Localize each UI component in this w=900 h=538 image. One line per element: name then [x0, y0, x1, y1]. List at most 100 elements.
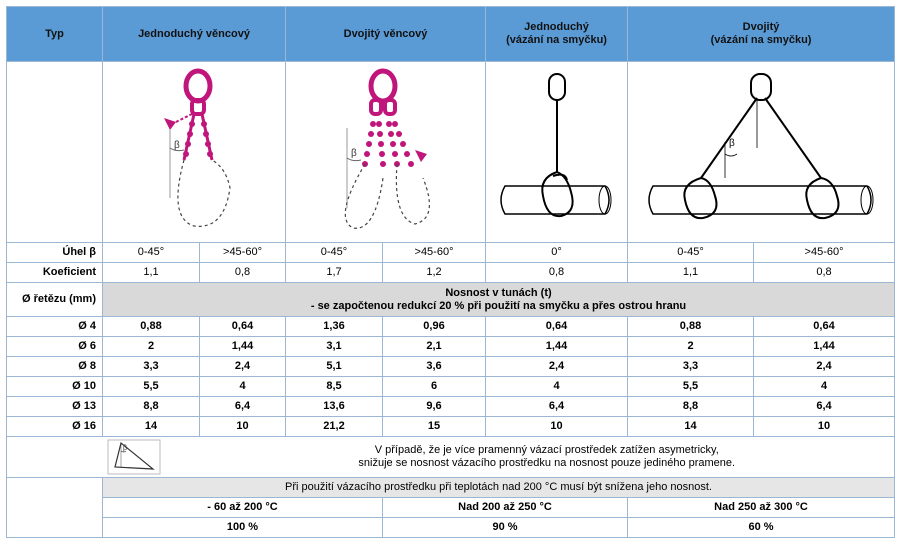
capacity-cell: 3,3 — [627, 356, 755, 377]
coefficient-label: Koeficient — [6, 262, 103, 283]
capacity-title-line2: - se započtenou redukcí 20 % při použití… — [310, 299, 687, 312]
beta-symbol-4: β — [123, 445, 127, 452]
capacity-cell: 0,64 — [753, 316, 896, 337]
header-single-loop-line1: Jednoduchý — [524, 21, 589, 33]
table-row: Ø 16 14 10 21,2 15 10 14 10 — [6, 416, 896, 437]
capacity-cell: 5,1 — [285, 356, 383, 377]
single-loop-sling-illustration — [494, 68, 619, 236]
capacity-cell: 8,8 — [627, 396, 755, 417]
temperature-range: - 60 až 200 °C — [102, 497, 383, 518]
asymmetric-note-row: β V případě, že je více pramenný vázací … — [6, 436, 896, 478]
coefficient-cell: 0,8 — [199, 262, 286, 283]
capacity-cell: 21,2 — [285, 416, 383, 437]
temperature-percent: 60 % — [627, 517, 896, 538]
temperature-range: Nad 200 až 250 °C — [381, 497, 629, 518]
capacity-cell: 9,6 — [381, 396, 487, 417]
capacity-cell: 2,1 — [381, 336, 487, 357]
diameter-label: Ø řetězu (mm) — [6, 282, 103, 317]
table-row: Ø 8 3,3 2,4 5,1 3,6 2,4 3,3 2,4 — [6, 356, 896, 377]
temperature-empty-cell — [6, 497, 103, 518]
diameter-cell: Ø 10 — [6, 376, 103, 397]
capacity-cell: 14 — [627, 416, 755, 437]
temperature-range: Nad 250 až 300 °C — [627, 497, 896, 518]
header-single-wreath: Jednoduchý věncový — [102, 6, 286, 62]
single-wreath-figure-cell: β — [102, 61, 286, 243]
header-typ: Typ — [6, 6, 103, 62]
diameter-cell: Ø 8 — [6, 356, 103, 377]
header-double-loop-line2: (vázání na smyčku) — [710, 34, 812, 46]
capacity-cell: 1,36 — [285, 316, 383, 337]
capacity-cell: 0,64 — [199, 316, 286, 337]
temperature-title-row: Při použití vázacího prostředku při tepl… — [6, 477, 896, 498]
header-single-loop: Jednoduchý (vázání na smyčku) — [485, 6, 629, 62]
capacity-cell: 3,3 — [102, 356, 200, 377]
capacity-cell: 4 — [199, 376, 286, 397]
capacity-cell: 14 — [102, 416, 200, 437]
temperature-percent-row: 100 % 90 % 60 % — [6, 517, 896, 538]
capacity-cell: 8,8 — [102, 396, 200, 417]
capacity-cell: 3,6 — [381, 356, 487, 377]
coefficient-cell: 0,8 — [753, 262, 896, 283]
capacity-cell: 1,44 — [199, 336, 286, 357]
capacity-cell: 0,88 — [627, 316, 755, 337]
capacity-cell: 5,5 — [102, 376, 200, 397]
table-row: Ø 6 2 1,44 3,1 2,1 1,44 2 1,44 — [6, 336, 896, 357]
double-wreath-figure-cell: β — [284, 61, 487, 243]
coefficient-cell: 1,1 — [627, 262, 755, 283]
header-single-loop-line2: (vázání na smyčku) — [506, 34, 607, 46]
diameter-cell: Ø 4 — [6, 316, 103, 337]
angle-cell: 0-45° — [102, 242, 200, 263]
diameter-cell: Ø 16 — [6, 416, 103, 437]
capacity-cell: 1,44 — [485, 336, 629, 357]
capacity-cell: 2,4 — [485, 356, 629, 377]
coefficient-cell: 1,1 — [102, 262, 200, 283]
beta-symbol: β — [174, 140, 180, 151]
header-double-wreath: Dvojitý věncový — [284, 6, 487, 62]
capacity-cell: 0,64 — [485, 316, 629, 337]
capacity-title-line1: Nosnost v tunách (t) — [445, 286, 552, 299]
temperature-ranges-row: - 60 až 200 °C Nad 200 až 250 °C Nad 250… — [6, 497, 896, 518]
capacity-cell: 6,4 — [485, 396, 629, 417]
capacity-cell: 10 — [199, 416, 286, 437]
capacity-cell: 4 — [485, 376, 629, 397]
capacity-header-row: Ø řetězu (mm) Nosnost v tunách (t) - se … — [6, 282, 896, 317]
table-row: Ø 4 0,88 0,64 1,36 0,96 0,64 0,88 0,64 — [6, 316, 896, 337]
capacity-cell: 0,96 — [381, 316, 487, 337]
capacity-cell: 0,88 — [102, 316, 200, 337]
temperature-empty-cell — [6, 477, 103, 498]
angle-cell: >45-60° — [381, 242, 487, 263]
capacity-cell: 6,4 — [199, 396, 286, 417]
coefficient-cell: 0,8 — [485, 262, 629, 283]
image-row: β β — [6, 61, 896, 243]
capacity-cell: 6 — [381, 376, 487, 397]
capacity-cell: 2,4 — [753, 356, 896, 377]
single-leg-chain-sling-illustration: β — [134, 68, 254, 236]
angle-label: Úhel β — [6, 242, 103, 263]
capacity-cell: 10 — [485, 416, 629, 437]
temperature-percent: 90 % — [381, 517, 629, 538]
asymmetric-note-text: V případě, že je více pramenný vázací pr… — [199, 436, 896, 478]
angle-cell: 0° — [485, 242, 629, 263]
temperature-empty-cell — [6, 517, 103, 538]
angle-row: Úhel β 0-45° >45-60° 0-45° >45-60° 0° 0-… — [6, 242, 896, 263]
capacity-cell: 15 — [381, 416, 487, 437]
angle-cell: 0-45° — [627, 242, 755, 263]
capacity-cell: 2,4 — [199, 356, 286, 377]
coefficient-row: Koeficient 1,1 0,8 1,7 1,2 0,8 1,1 0,8 — [6, 262, 896, 283]
temperature-percent: 100 % — [102, 517, 383, 538]
capacity-cell: 4 — [753, 376, 896, 397]
capacity-table-page: Typ Jednoduchý věncový Dvojitý věncový J… — [6, 6, 896, 538]
single-loop-figure-cell — [485, 61, 629, 243]
capacity-cell: 1,44 — [753, 336, 896, 357]
capacity-cell: 3,1 — [285, 336, 383, 357]
double-loop-figure-cell: β — [627, 61, 896, 243]
asymmetric-load-icon: β — [107, 439, 160, 475]
note-empty-cell — [6, 436, 103, 478]
header-row: Typ Jednoduchý věncový Dvojitý věncový J… — [6, 6, 896, 62]
capacity-table: Typ Jednoduchý věncový Dvojitý věncový J… — [6, 6, 896, 538]
double-loop-sling-illustration: β — [645, 68, 878, 236]
table-row: Ø 13 8,8 6,4 13,6 9,6 6,4 8,8 6,4 — [6, 396, 896, 417]
table-row: Ø 10 5,5 4 8,5 6 4 5,5 4 — [6, 376, 896, 397]
capacity-title: Nosnost v tunách (t) - se započtenou red… — [101, 282, 896, 317]
angle-cell: >45-60° — [199, 242, 286, 263]
